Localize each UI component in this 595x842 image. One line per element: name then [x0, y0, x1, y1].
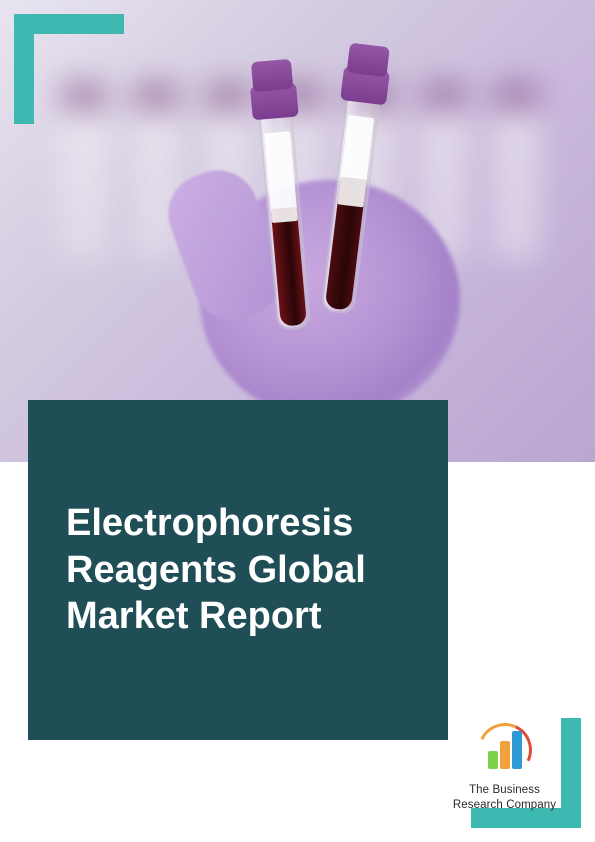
report-title: ElectrophoresisReagents GlobalMarket Rep… — [66, 500, 366, 639]
corner-bracket-top-left — [14, 14, 124, 124]
logo-mark — [478, 723, 532, 777]
logo-text-line1: The Business — [442, 783, 567, 797]
title-panel: ElectrophoresisReagents GlobalMarket Rep… — [28, 400, 448, 740]
publisher-logo: The Business Research Company — [442, 723, 567, 812]
report-cover: ElectrophoresisReagents GlobalMarket Rep… — [0, 0, 595, 842]
logo-text-line2: Research Company — [442, 798, 567, 812]
